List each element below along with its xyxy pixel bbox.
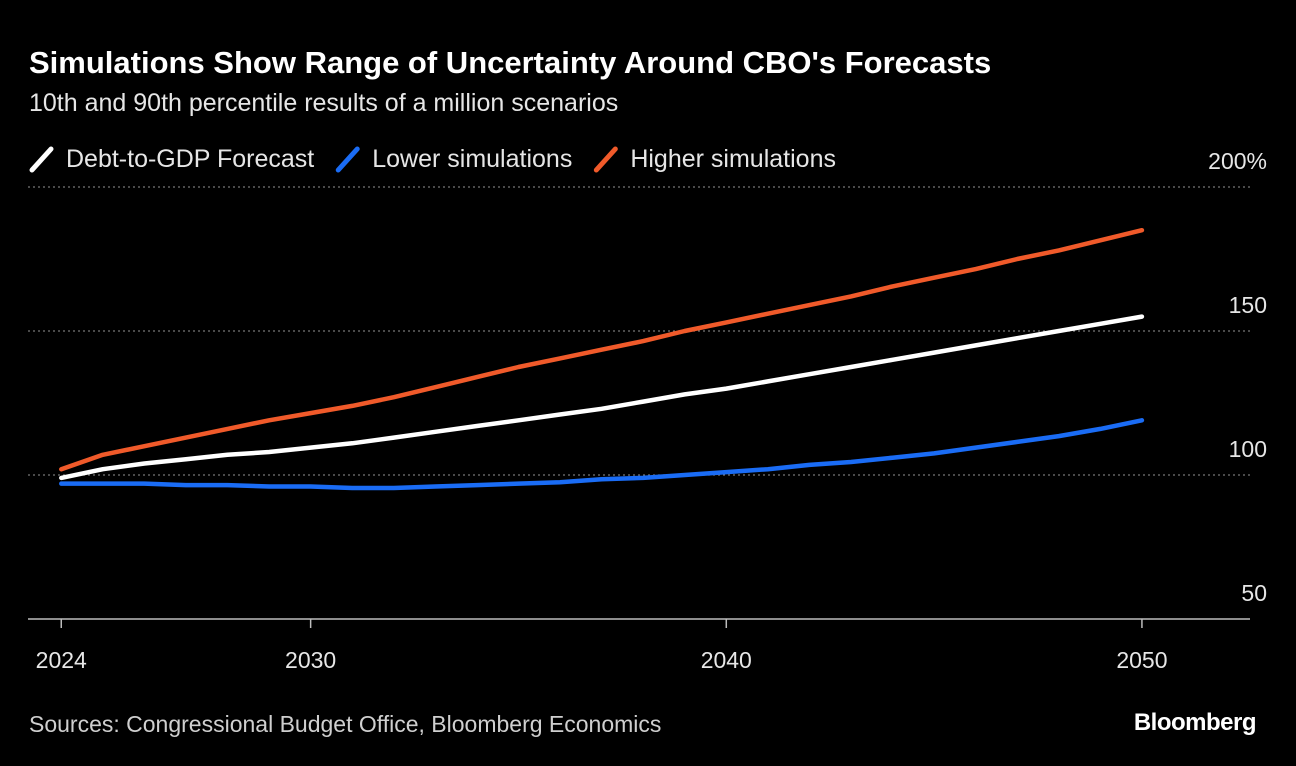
x-tick-label: 2030 — [285, 647, 336, 673]
x-tick-label: 2040 — [701, 647, 752, 673]
y-tick-label: 50 — [1241, 580, 1267, 606]
source-note: Sources: Congressional Budget Office, Bl… — [29, 711, 661, 737]
chart-subtitle: 10th and 90th percentile results of a mi… — [29, 89, 618, 117]
series-line — [59, 227, 1145, 472]
legend-swatch — [335, 146, 360, 173]
legend-label: Debt-to-GDP Forecast — [66, 145, 314, 173]
x-tick-label: 2050 — [1116, 647, 1167, 673]
legend-label: Lower simulations — [372, 145, 572, 173]
y-tick-label: 150 — [1229, 292, 1267, 318]
series-line — [59, 314, 1145, 481]
y-tick-label: 200% — [1208, 148, 1267, 174]
y-tick-label: 100 — [1229, 436, 1267, 462]
legend-swatch — [593, 146, 618, 173]
legend-label: Higher simulations — [630, 145, 836, 173]
legend-swatch — [29, 146, 54, 173]
series-line — [59, 418, 1145, 491]
plot-area: 50 100 150 200% 2024 2030 2040 2050 — [28, 148, 1267, 673]
brand-logo: Bloomberg — [1134, 709, 1256, 736]
chart-title: Simulations Show Range of Uncertainty Ar… — [29, 45, 991, 80]
x-tick-label: 2024 — [36, 647, 87, 673]
legend: Debt-to-GDP Forecast Lower simulations Hig… — [29, 145, 836, 173]
